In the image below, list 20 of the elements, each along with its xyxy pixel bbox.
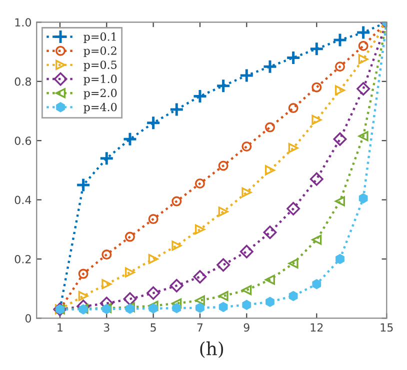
x-tick-label: 15: [380, 323, 393, 332]
x-tick-label: 12: [310, 323, 323, 332]
x-tick-label: 9: [244, 323, 250, 332]
x-tick-label: 3: [104, 323, 110, 332]
y-tick-label: 0.6: [14, 136, 32, 145]
x-tick-label: 7: [197, 323, 203, 332]
legend-label: p=0.1: [84, 32, 116, 43]
y-tick-label: 1.0: [15, 18, 32, 27]
legend-label: p=1.0: [84, 74, 117, 86]
x-tick-label: 5: [150, 323, 156, 332]
legend-label: p=0.5: [84, 60, 117, 72]
legend-label: p=0.2: [84, 46, 116, 58]
x-tick-label: 1: [58, 323, 62, 332]
y-tick-label: 0: [25, 314, 32, 323]
y-tick-label: 0.4: [14, 196, 32, 204]
legend-label: p=2.0: [84, 88, 117, 100]
text: (h): [200, 341, 224, 358]
y-tick-label: 0.2: [14, 254, 31, 264]
legend-label: p=4.0: [84, 102, 117, 114]
y-tick-label: 0.8: [14, 77, 32, 86]
